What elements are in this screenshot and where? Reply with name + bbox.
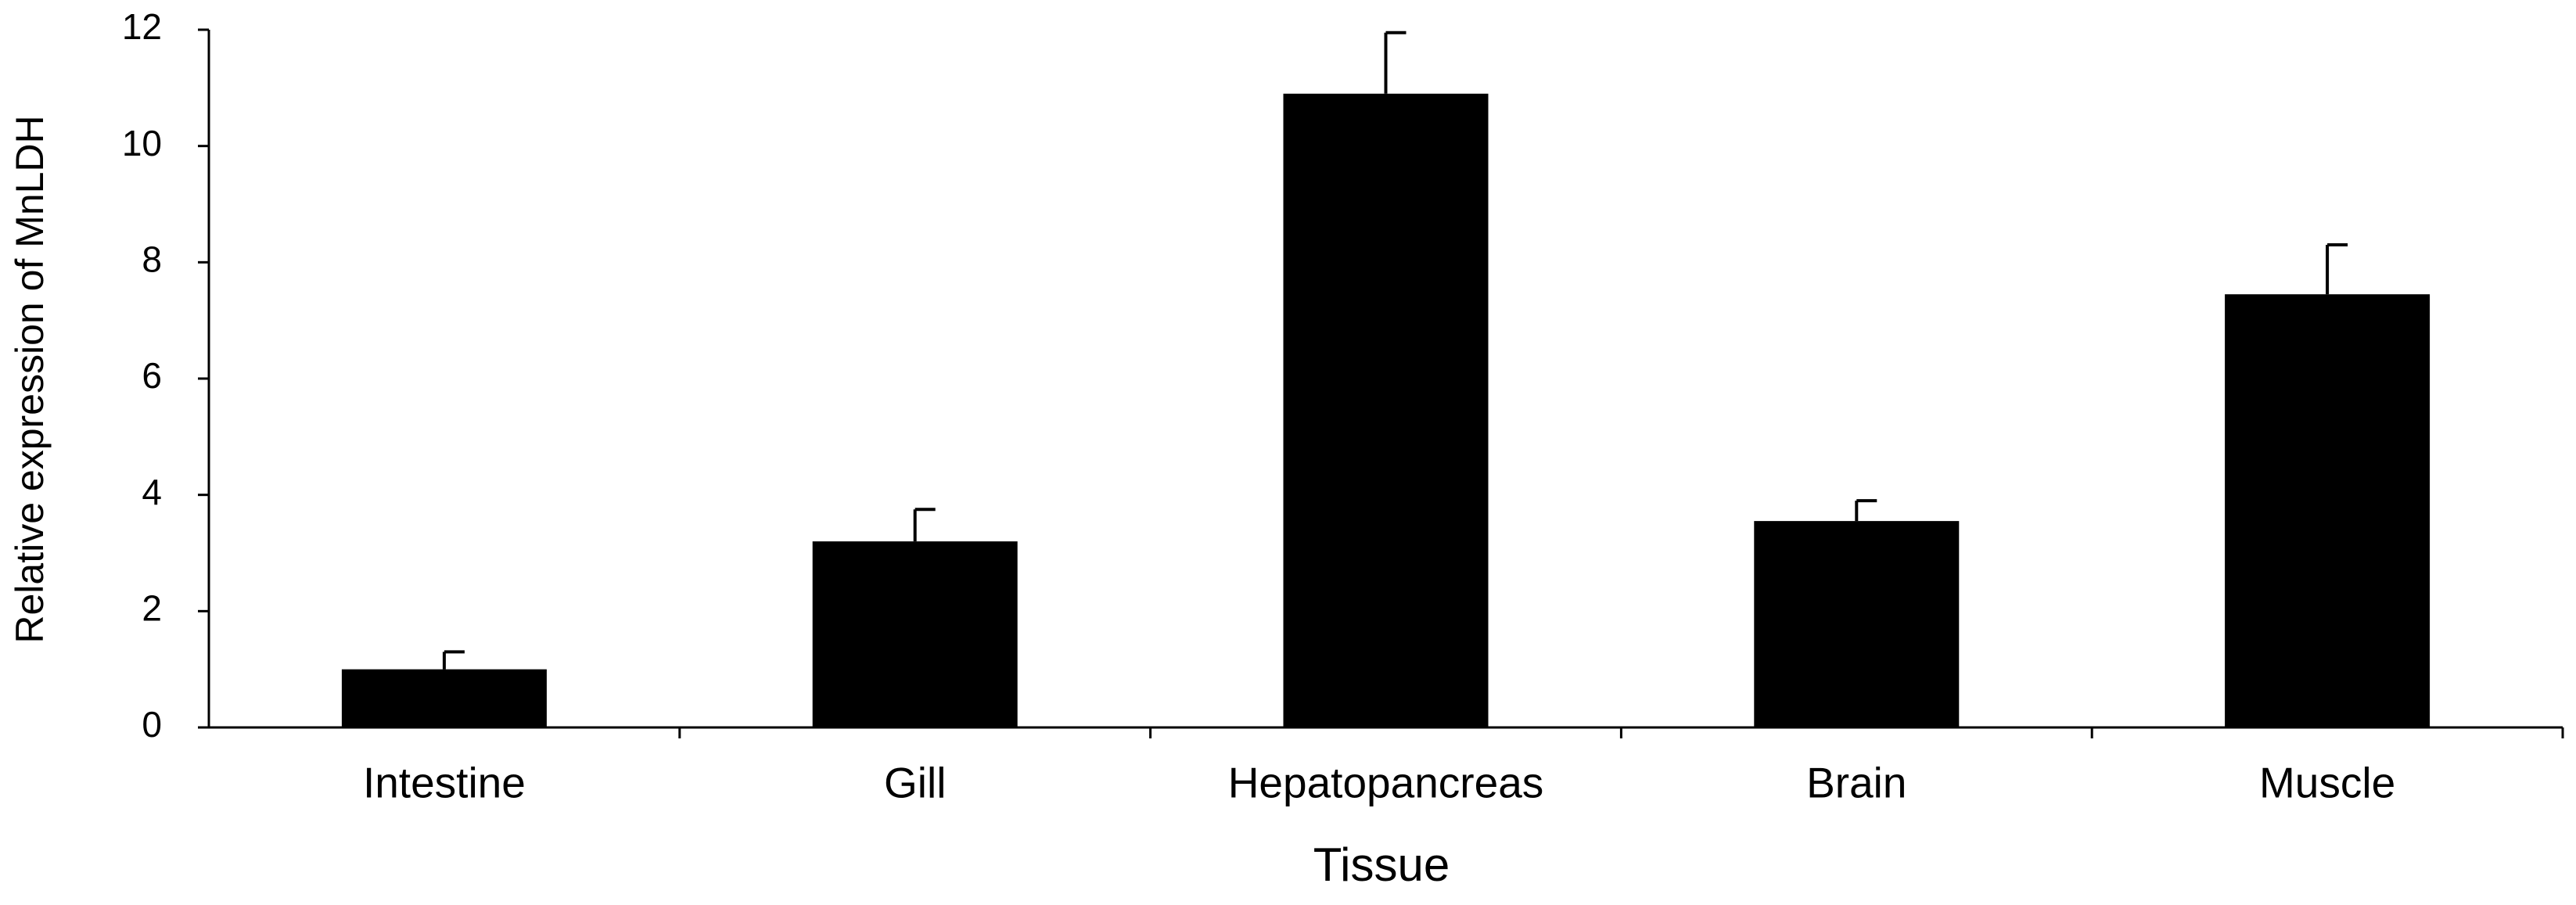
y-tick-label: 10 (122, 123, 162, 163)
y-tick-label: 4 (142, 472, 162, 512)
y-tick-label: 2 (142, 587, 162, 628)
x-tick-label: Intestine (363, 759, 526, 807)
y-tick-label: 8 (142, 239, 162, 279)
bar (1754, 521, 1960, 727)
y-axis-title: Relative expression of MnLDH (8, 115, 52, 643)
bar (812, 541, 1018, 727)
x-tick-label: Muscle (2259, 759, 2395, 807)
x-tick-label: Gill (884, 759, 946, 807)
y-tick-label: 12 (122, 6, 162, 47)
x-tick-label: Hepatopancreas (1228, 759, 1544, 807)
x-axis-title: Tissue (1313, 839, 1450, 891)
bar (1283, 93, 1489, 728)
y-tick-label: 6 (142, 355, 162, 396)
y-tick-label: 0 (142, 704, 162, 745)
bar (2225, 294, 2430, 727)
bar (341, 669, 547, 727)
x-tick-label: Brain (1806, 759, 1906, 807)
